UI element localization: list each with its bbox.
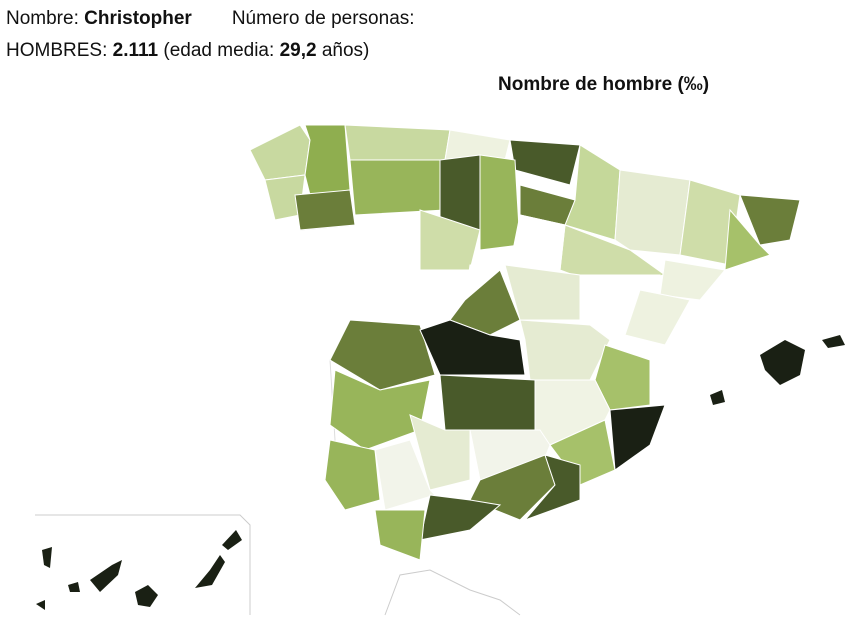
province xyxy=(564,144,621,241)
province xyxy=(374,509,426,561)
island xyxy=(710,390,725,405)
province xyxy=(519,319,611,381)
province xyxy=(294,189,356,231)
province xyxy=(614,169,691,256)
province xyxy=(249,124,311,181)
count-value: 2.111 xyxy=(112,40,159,61)
province xyxy=(523,454,581,522)
age-unit: años) xyxy=(321,40,370,61)
map-title: Nombre de hombre (‰) xyxy=(498,74,710,95)
province xyxy=(304,124,351,196)
island xyxy=(822,335,845,348)
age-label: (edad media: xyxy=(163,40,275,61)
province xyxy=(739,194,801,246)
province xyxy=(509,139,581,186)
count-label: Número de personas: xyxy=(231,8,415,29)
province xyxy=(329,319,436,391)
province xyxy=(409,414,471,491)
island xyxy=(222,530,242,550)
province xyxy=(324,439,381,511)
province xyxy=(349,159,446,216)
province xyxy=(354,214,421,271)
group-label: HOMBRES: xyxy=(6,40,108,61)
name-label: Nombre: xyxy=(6,8,79,29)
province xyxy=(504,264,581,321)
province xyxy=(374,439,436,511)
province xyxy=(344,124,451,161)
province xyxy=(609,404,666,471)
island xyxy=(195,555,225,588)
canary-islands xyxy=(36,530,242,610)
province xyxy=(479,154,521,251)
province xyxy=(724,208,771,271)
province xyxy=(624,289,691,346)
balearic-islands xyxy=(710,335,845,405)
age-value: 29,2 xyxy=(279,40,317,61)
province xyxy=(439,374,541,431)
province xyxy=(449,269,521,336)
island xyxy=(42,547,52,568)
provinces xyxy=(249,124,801,561)
island xyxy=(90,560,122,592)
province xyxy=(509,214,566,271)
name-value: Christopher xyxy=(84,8,192,29)
island xyxy=(36,600,45,610)
island xyxy=(135,585,158,607)
stats-line: HOMBRES: 2.111 (edad media: 29,2 años) xyxy=(6,40,369,62)
island xyxy=(68,582,80,592)
island xyxy=(760,340,805,385)
province xyxy=(354,264,421,326)
province xyxy=(659,259,726,301)
header-line: Nombre: Christopher Número de personas: xyxy=(6,8,415,30)
africa-outline xyxy=(384,569,521,616)
inset-frame xyxy=(35,514,251,615)
province xyxy=(419,319,526,376)
province xyxy=(594,344,651,411)
